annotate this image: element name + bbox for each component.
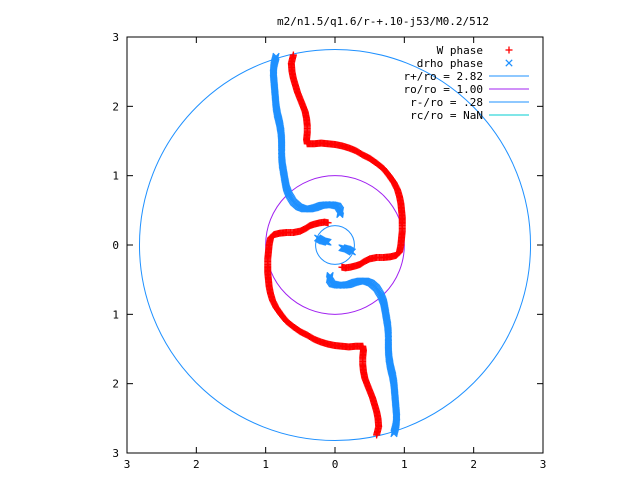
x-tick-label: 1	[401, 458, 408, 471]
data-point	[336, 210, 344, 219]
legend-swatch	[505, 46, 513, 54]
data-point	[338, 263, 346, 271]
y-tick-label: 2	[112, 100, 119, 113]
radius-circle	[138, 48, 532, 442]
legend-label: r-/ro = .28	[410, 96, 483, 109]
x-tick-label: 1	[262, 458, 269, 471]
data-point	[324, 238, 332, 246]
legend-label: rc/ro = NaN	[410, 109, 483, 122]
legend-label: drho phase	[417, 57, 483, 70]
y-tick-label: 0	[112, 239, 119, 252]
data-point	[326, 271, 334, 280]
y-tick-label: 3	[112, 31, 119, 44]
y-tick-label: 3	[112, 447, 119, 460]
x-tick-label: 3	[124, 458, 131, 471]
x-tick-label: 2	[470, 458, 477, 471]
series-drho-phase	[269, 52, 401, 438]
chart-title: m2/n1.5/q1.6/r-+.10-j53/M0.2/512	[277, 15, 489, 28]
radius-circle	[315, 225, 355, 265]
y-tick-label: 2	[112, 378, 119, 391]
y-tick-label: 1	[112, 170, 119, 183]
data-point	[324, 219, 332, 227]
data-point	[338, 244, 346, 252]
x-tick-label: 2	[193, 458, 200, 471]
legend-label: r+/ro = 2.82	[404, 70, 483, 83]
series-layer	[264, 51, 406, 439]
y-tick-label: 1	[112, 308, 119, 321]
series-w-phase	[264, 51, 406, 439]
legend-swatch	[505, 59, 513, 67]
legend-label: W phase	[437, 44, 483, 57]
x-tick-label: 0	[332, 458, 339, 471]
legend-label: ro/ro = 1.00	[404, 83, 483, 96]
x-tick-label: 3	[540, 458, 547, 471]
